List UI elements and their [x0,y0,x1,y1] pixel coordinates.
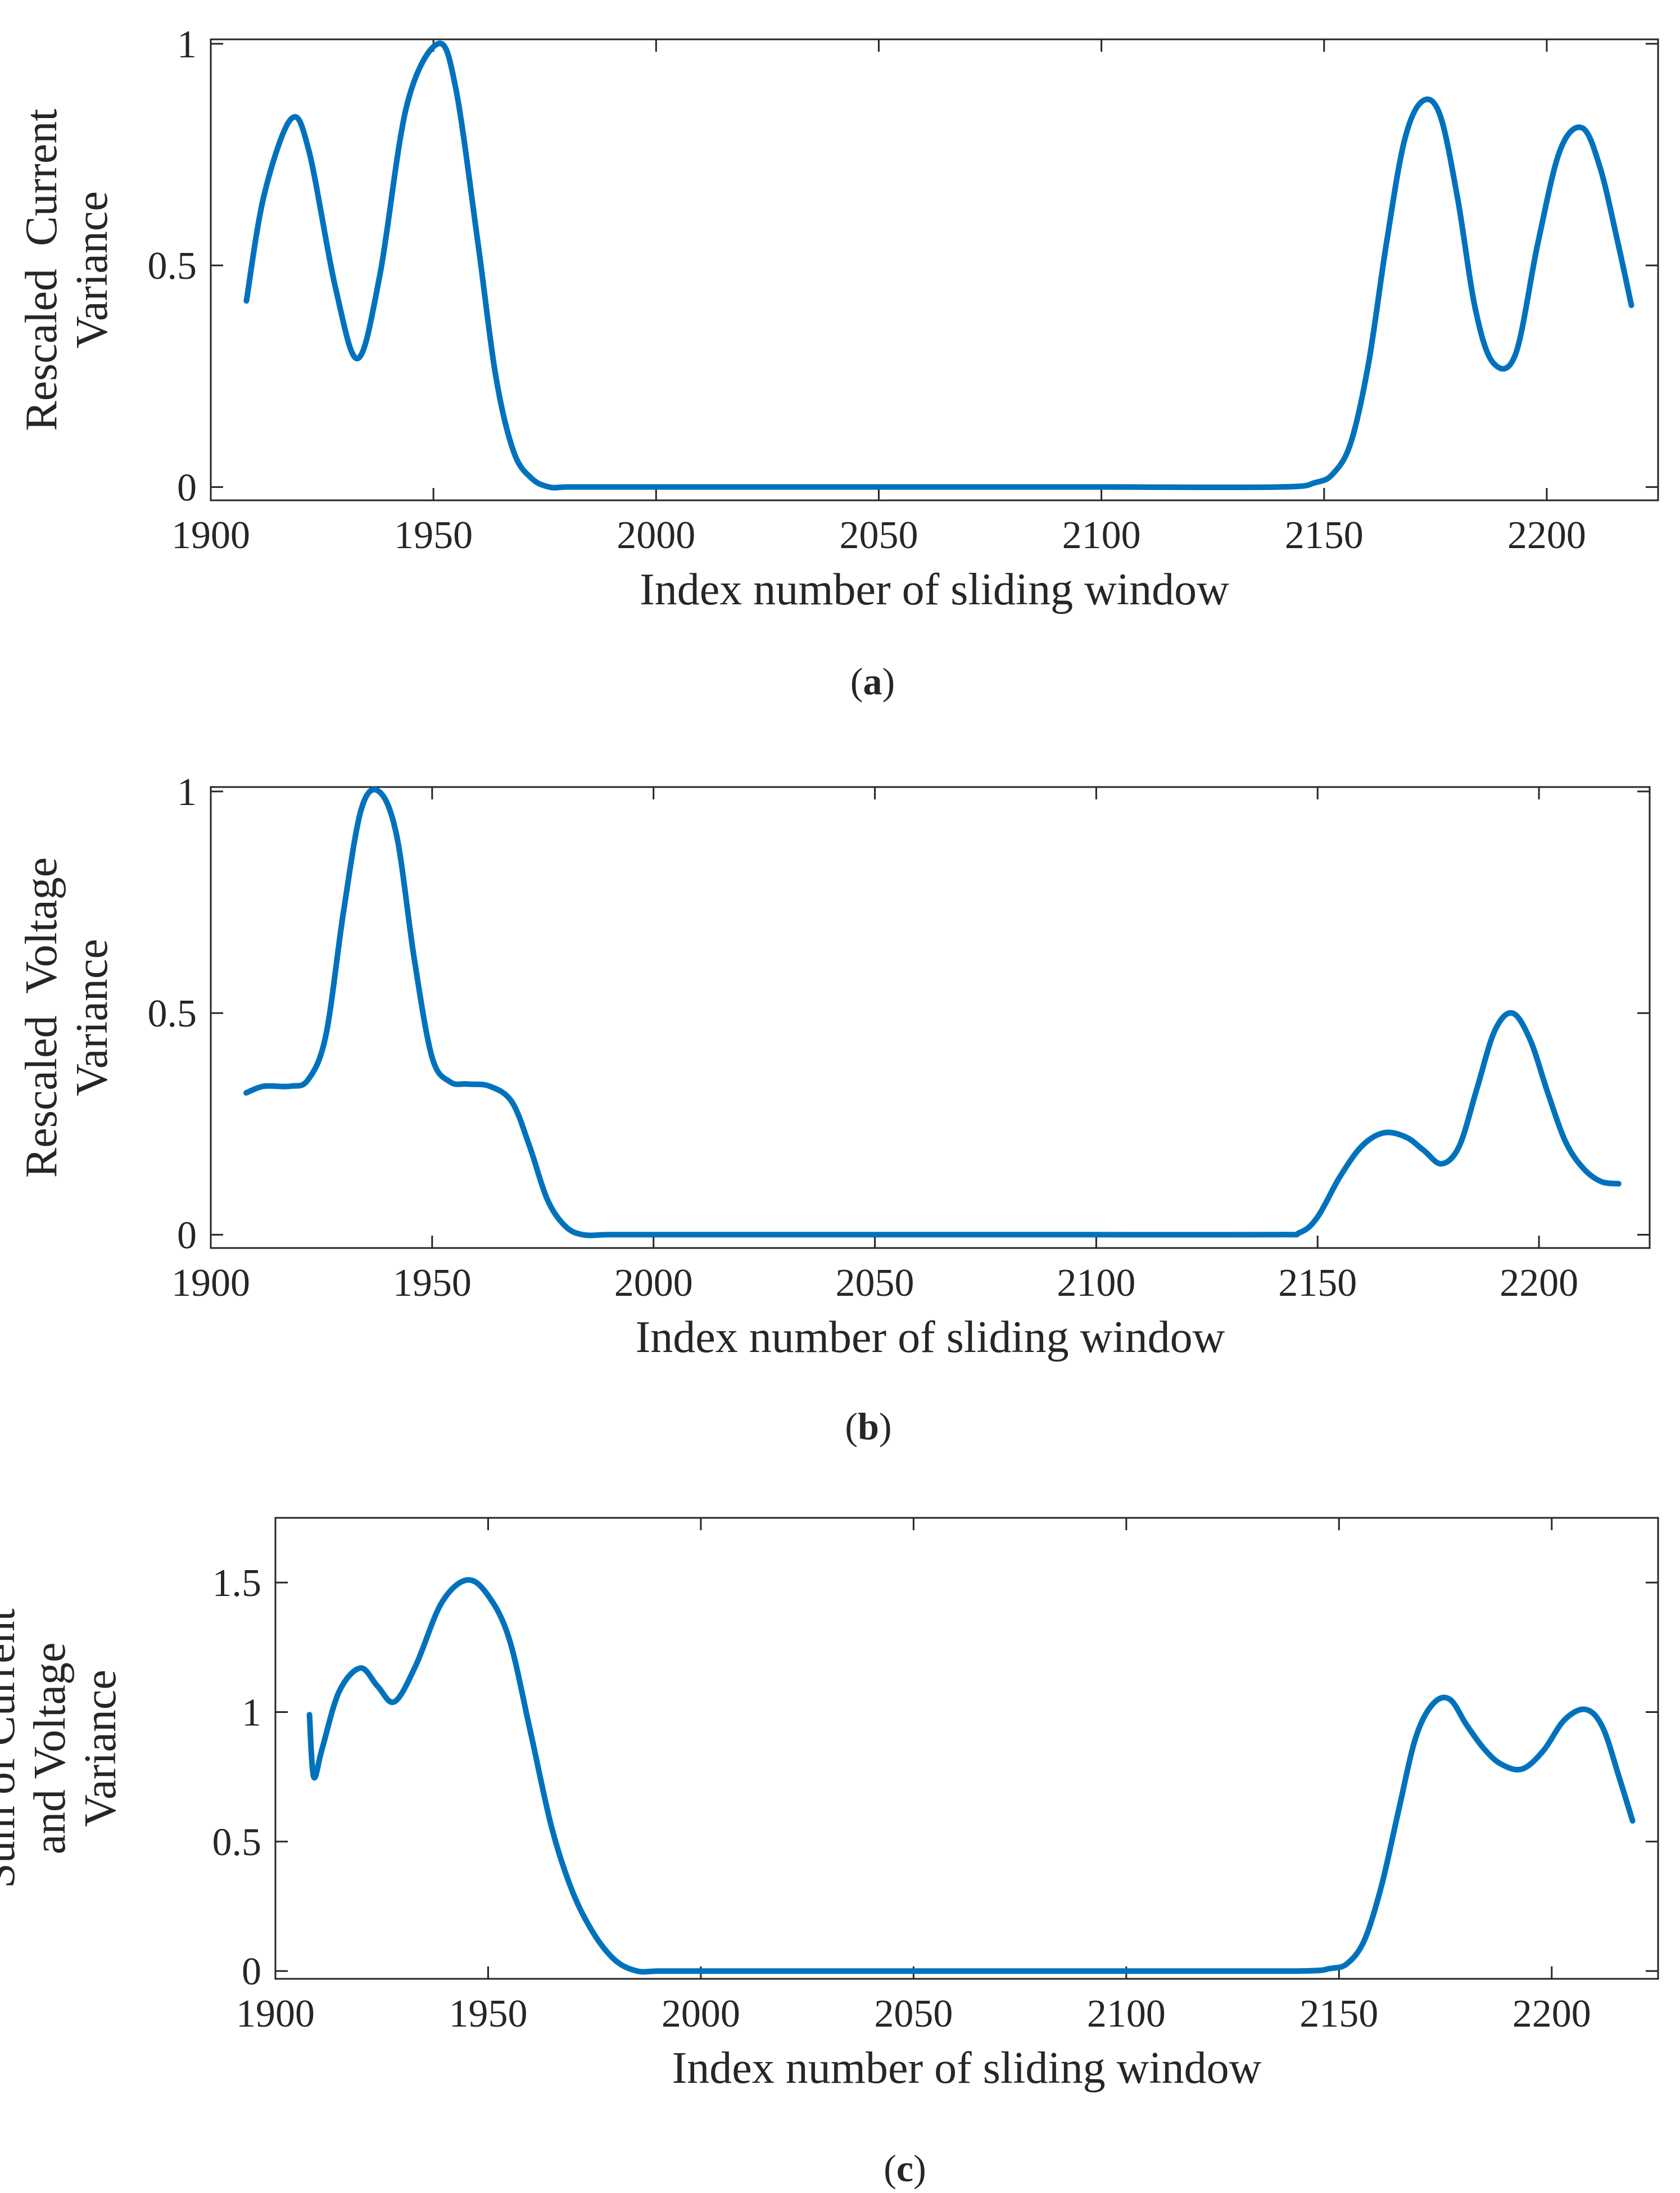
y-tick-label: 1 [177,771,197,814]
x-tick-label: 1900 [171,514,250,557]
x-tick-label: 2200 [1507,514,1586,557]
x-tick-label: 2000 [614,1261,693,1305]
y-axis-title: Rescaled CurrentVariance [17,108,117,431]
series-line-a [243,40,1634,491]
y-tick-label: 0.5 [212,1821,262,1864]
x-tick-label: 2100 [1087,1992,1166,2036]
series-line-c [306,1577,1636,1975]
y-tick-label: 1 [177,23,197,66]
x-axis-title: Index number of sliding window [672,2043,1262,2093]
panel-caption: (b) [845,1405,891,1448]
panel-caption: (a) [850,660,895,703]
y-axis-title: Sum of Currentand VoltageVariance [0,1608,125,1888]
x-tick-label: 2150 [1285,514,1364,557]
y-axis-title-line: Rescaled Voltage [17,857,66,1178]
caption-paren-open: ( [850,660,863,703]
caption-paren-close: ) [913,2147,926,2190]
y-axis-title-line: Variance [67,191,117,349]
panel-b: 1900 1950 2000 2050 2100 2150 2200 0 0.5 1 Index n… [17,771,1651,1448]
x-tick-label: 1900 [236,1992,315,2036]
x-tick-label: 2050 [836,1261,914,1305]
x-tick-label: 2150 [1299,1992,1378,2036]
y-axis-title: Rescaled VoltageVariance [17,857,117,1178]
axes-box [210,786,1651,1249]
caption-letter: a [863,660,882,703]
x-tick-label: 2200 [1500,1261,1578,1305]
x-tick-label: 1950 [394,514,473,557]
y-axis-title-line: Variance [67,939,117,1096]
panel-c: 1900 1950 2000 2050 2100 2150 2200 0 0.5 1 1.5 Inde… [0,1517,1659,2190]
x-tick-label: 2200 [1513,1992,1591,2036]
x-tick-label: 2150 [1278,1261,1357,1305]
caption-paren-close: ) [882,660,895,703]
y-tick-label: 0.5 [148,992,197,1036]
x-tick-label: 1950 [393,1261,472,1305]
caption-paren-close: ) [879,1405,892,1448]
x-tick-label: 2100 [1057,1261,1135,1305]
x-tick-label: 1950 [449,1992,527,2036]
y-axis-title-line: Sum of Current [0,1608,24,1888]
axes-box [210,38,1659,501]
y-tick-label: 1.5 [212,1562,262,1605]
caption-letter: c [896,2147,913,2190]
x-tick-label: 2000 [617,514,695,557]
caption-paren-open: ( [884,2147,896,2190]
x-tick-label: 1900 [171,1261,250,1305]
panel-caption: (c) [884,2147,926,2190]
x-axis-title: Index number of sliding window [640,565,1229,614]
y-tick-label: 1 [242,1692,261,1735]
x-tick-label: 2000 [662,1992,740,2036]
series-line-b [243,786,1622,1238]
y-tick-label: 0 [177,466,197,509]
caption-paren-open: ( [845,1405,858,1448]
x-tick-label: 2050 [839,514,918,557]
caption-letter: b [858,1405,879,1448]
panel-a: 1900 1950 2000 2050 2100 2150 2200 0 0.5 1 Index n… [17,23,1659,703]
axes-box [274,1517,1659,1980]
y-tick-label: 0 [177,1214,197,1257]
y-axis-title-line: Rescaled Current [17,108,66,431]
x-tick-label: 2050 [874,1992,953,2036]
y-axis-title-line: Variance [76,1670,125,1827]
y-tick-label: 0 [242,1950,261,1993]
y-tick-label: 0.5 [148,245,197,288]
x-tick-label: 2100 [1062,514,1141,557]
x-axis-title: Index number of sliding window [636,1313,1225,1362]
y-axis-title-line: and Voltage [25,1643,75,1855]
